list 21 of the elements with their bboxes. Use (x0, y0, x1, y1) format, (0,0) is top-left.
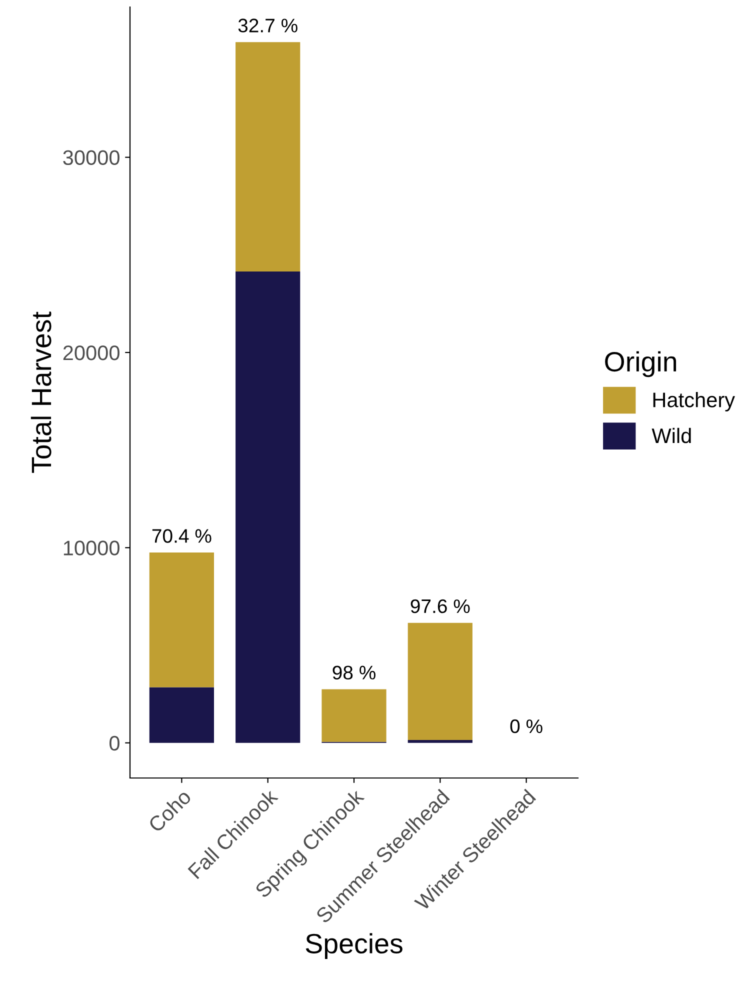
bar (149, 552, 214, 688)
annotation: 70.4 % (152, 529, 212, 543)
legend-label: Hatchery (653, 392, 735, 412)
bar (236, 42, 300, 272)
y-tick-label: 30000 (63, 150, 120, 166)
y-tick-label: 20000 (63, 345, 120, 360)
y-axis-title: Total Harvest (30, 312, 52, 473)
bar (236, 271, 300, 743)
x-axis-title: Species (306, 933, 402, 959)
bar (408, 740, 472, 743)
y-tick-label: 0 (110, 736, 120, 751)
annotation: 0 % (510, 719, 542, 734)
bar (322, 689, 386, 742)
annotation: 32.7 % (238, 18, 298, 32)
y-tick-label: 10000 (64, 540, 120, 556)
bar (149, 687, 214, 743)
legend-label: Wild (652, 428, 691, 444)
annotation: 98 % (332, 666, 376, 680)
annotation: 97.6 % (410, 599, 470, 614)
legend-title: Origin (605, 351, 676, 378)
bar (408, 622, 472, 740)
